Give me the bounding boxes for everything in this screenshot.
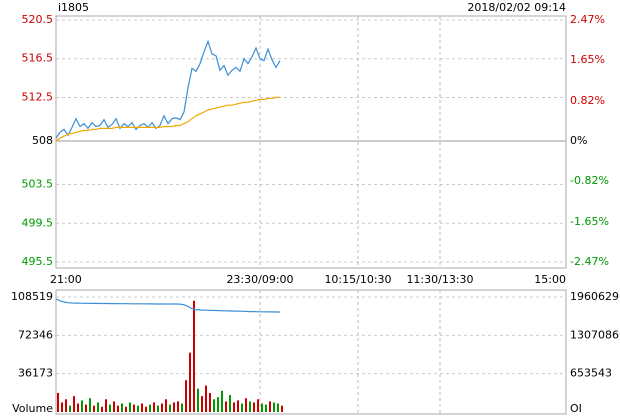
volume-bar <box>273 402 275 412</box>
volume-bar <box>197 388 199 412</box>
y2-tick-label: -2.47% <box>570 255 609 268</box>
y2-tick-label: 1960629 <box>570 290 619 303</box>
y2-tick-label: 1.65% <box>570 53 605 66</box>
volume-bar <box>245 398 247 412</box>
volume-frame <box>55 289 567 415</box>
y-tick-label: 36173 <box>18 367 53 380</box>
volume-bar <box>105 399 107 412</box>
volume-bar <box>193 300 195 412</box>
legend-label: Volume <box>12 402 53 415</box>
y-tick-label: 520.5 <box>22 13 54 26</box>
x-tick-label: 11:30/13:30 <box>406 273 473 286</box>
x-tick-label: 10:15/10:30 <box>324 273 391 286</box>
volume-bar <box>93 405 95 412</box>
y2-tick-label: 1307086 <box>570 328 619 341</box>
oi-line <box>55 298 280 313</box>
volume-bar <box>85 404 87 412</box>
volume-bar <box>265 404 267 412</box>
volume-bar <box>165 399 167 412</box>
volume-bar <box>133 404 135 412</box>
volume-bar <box>117 405 119 412</box>
y2-tick-label: 0.82% <box>570 94 605 107</box>
volume-bar <box>109 404 111 412</box>
volume-bar <box>101 406 103 412</box>
volume-bar <box>89 398 91 412</box>
volume-bar <box>97 402 99 412</box>
volume-bar <box>57 392 59 412</box>
y2-tick-label: 653543 <box>570 367 612 380</box>
datetime: 2018/02/02 09:14 <box>467 1 566 14</box>
y-tick-label: 508 <box>32 134 53 147</box>
legend-label: OI <box>570 402 582 415</box>
volume-bar <box>153 402 155 412</box>
volume-bar <box>173 402 175 412</box>
y2-tick-label: 2.47% <box>570 13 605 26</box>
y-tick-label: 499.5 <box>22 216 54 229</box>
volume-bar <box>161 403 163 412</box>
x-tick-label: 15:00 <box>534 273 566 286</box>
volume-bar <box>69 405 71 412</box>
volume-bar <box>121 403 123 412</box>
volume-bar <box>237 400 239 412</box>
volume-bar <box>65 399 67 412</box>
y-tick-label: 108519 <box>11 290 53 303</box>
volume-bar <box>217 397 219 412</box>
volume-bar <box>137 405 139 412</box>
volume-bar <box>61 402 63 412</box>
x-tick-label: 21:00 <box>50 273 82 286</box>
symbol: i1805 <box>58 1 89 14</box>
volume-bar <box>125 406 127 412</box>
volume-bar <box>221 390 223 412</box>
y-tick-label: 72346 <box>18 328 53 341</box>
volume-bar <box>145 406 147 412</box>
volume-bar <box>141 403 143 412</box>
y2-tick-label: -1.65% <box>570 215 609 228</box>
volume-bar <box>205 385 207 412</box>
volume-bar <box>233 402 235 412</box>
volume-bar <box>241 403 243 412</box>
volume-bar <box>77 403 79 412</box>
volume-bar <box>209 392 211 412</box>
volume-bar <box>113 401 115 412</box>
y-tick-label: 512.5 <box>22 90 54 103</box>
volume-bar <box>185 380 187 412</box>
volume-bar <box>213 399 215 412</box>
volume-bar <box>73 396 75 412</box>
y2-tick-label: 0% <box>570 134 587 147</box>
volume-bar <box>257 399 259 412</box>
y-tick-label: 516.5 <box>22 52 54 65</box>
volume-bar <box>229 395 231 412</box>
volume-bar <box>189 352 191 412</box>
x-tick-label: 23:30/09:00 <box>226 273 293 286</box>
volume-bar <box>181 403 183 412</box>
volume-bar <box>261 403 263 412</box>
price-line <box>55 96 280 142</box>
y2-tick-label: -0.82% <box>570 174 609 187</box>
volume-bar <box>81 400 83 412</box>
volume-bar <box>177 401 179 412</box>
volume-bar <box>269 401 271 412</box>
volume-bar <box>281 405 283 412</box>
volume-bar <box>157 405 159 412</box>
volume-bar <box>253 402 255 412</box>
price-line <box>55 39 281 139</box>
y-tick-label: 503.5 <box>22 178 54 191</box>
volume-bar <box>129 402 131 412</box>
volume-bar <box>149 404 151 412</box>
volume-bar <box>201 396 203 412</box>
volume-bar <box>225 401 227 412</box>
volume-bar <box>169 404 171 412</box>
volume-bar <box>249 401 251 412</box>
volume-bar <box>277 403 279 412</box>
price-frame <box>55 15 567 269</box>
y-tick-label: 495.5 <box>22 255 54 268</box>
